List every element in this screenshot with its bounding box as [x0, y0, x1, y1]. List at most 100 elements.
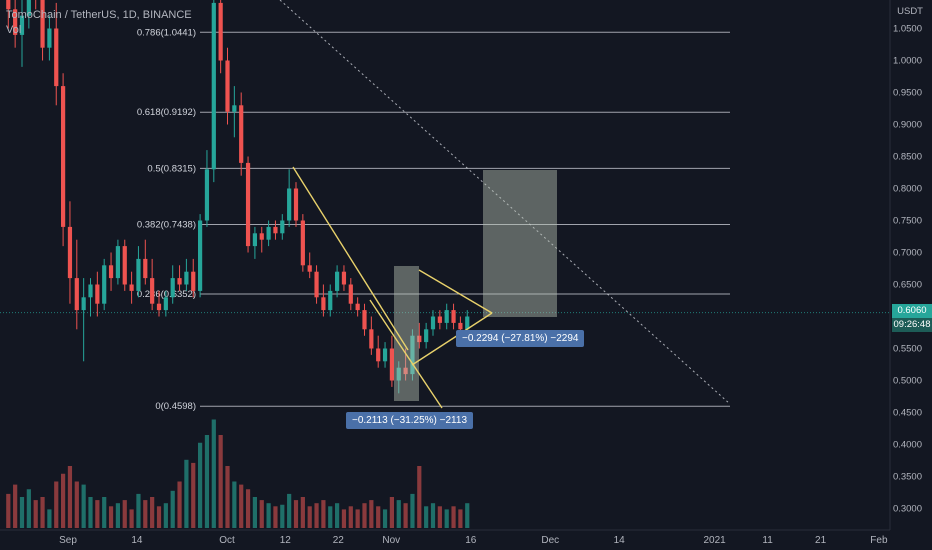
candle-body: [280, 220, 285, 234]
fib-level-label: 0.786(1.0441): [137, 27, 196, 38]
volume-bar: [6, 493, 11, 528]
volume-bar: [280, 504, 285, 528]
candle-body: [122, 246, 127, 285]
time-tick-label: Sep: [59, 535, 77, 546]
candle-body: [115, 246, 120, 279]
trendline-descending-upper: [292, 166, 409, 351]
price-tick-label: 0.5000: [893, 376, 922, 387]
candle-body: [259, 233, 264, 240]
candle-body: [211, 2, 216, 170]
candle-body: [245, 162, 251, 247]
candle-body: [396, 367, 401, 381]
volume-bar: [451, 506, 456, 528]
volume-bar: [136, 493, 141, 528]
candle-body: [163, 297, 168, 311]
symbol-title[interactable]: TomoChain / TetherUS, 1D, BINANCE: [6, 9, 192, 21]
candle-body: [54, 28, 59, 87]
candle-body: [156, 303, 162, 311]
candle-body: [184, 271, 189, 285]
candle-body: [88, 284, 93, 298]
price-tick-label: 1.0500: [893, 24, 922, 35]
time-tick-label: Oct: [219, 535, 235, 546]
volume-bar: [108, 506, 114, 528]
price-tick-label: 0.5500: [893, 344, 922, 355]
volume-bar: [232, 481, 237, 528]
volume-bar: [122, 500, 127, 528]
time-tick-label: 11: [762, 535, 773, 546]
candle-body: [314, 271, 319, 298]
candle-body: [95, 284, 100, 304]
volume-bar: [102, 497, 107, 528]
volume-bar: [88, 497, 93, 528]
fib-level-label: 0(0.4598): [155, 401, 196, 412]
volume-bar: [218, 435, 223, 528]
volume-bar: [191, 462, 196, 528]
candle-body: [81, 297, 86, 311]
volume-label[interactable]: Vol: [6, 24, 22, 36]
candle-body: [13, 9, 18, 35]
volume-bar: [211, 419, 216, 528]
measure-tag-lower[interactable]: −0.2113 (−31.25%) −2113: [346, 412, 473, 429]
candle-body: [458, 322, 463, 330]
price-tick-label: 0.9500: [893, 88, 922, 99]
candle-body: [6, 0, 11, 10]
fib-level-label: 0.618(0.9192): [137, 107, 196, 118]
candle-body: [410, 335, 415, 375]
candle-body: [341, 271, 347, 285]
volume-bar: [376, 506, 381, 528]
candle-body: [204, 169, 210, 221]
volume-bar: [382, 509, 388, 528]
candle-body: [362, 310, 367, 330]
volume-bar: [369, 500, 374, 528]
volume-bar: [19, 497, 25, 528]
candle-body: [102, 265, 107, 304]
price-tick-label: 0.7500: [893, 216, 922, 227]
countdown-tag: 09:26:48: [892, 318, 932, 332]
volume-bar: [204, 435, 210, 528]
candle-body: [19, 15, 25, 35]
time-tick-label: Nov: [382, 535, 400, 546]
candle-body: [403, 367, 408, 375]
candle-body: [293, 188, 299, 221]
volume-bar: [273, 506, 278, 528]
volume-bar: [95, 500, 100, 528]
volume-bar: [389, 497, 394, 528]
candle-body: [150, 278, 155, 304]
volume-bar: [225, 466, 230, 528]
volume-bar: [74, 481, 79, 528]
time-tick-label: 14: [614, 535, 626, 546]
time-tick-label: 2021: [703, 535, 726, 546]
volume-bar: [266, 503, 271, 528]
time-tick-label: 12: [280, 535, 292, 546]
measure-tag-upper[interactable]: −0.2294 (−27.81%) −2294: [456, 330, 585, 347]
price-tick-label: 0.4500: [893, 408, 922, 419]
candle-body: [170, 278, 175, 298]
candle-body: [108, 265, 114, 279]
candle-body: [218, 2, 223, 61]
trendline-descending-lower: [369, 299, 443, 409]
price-tick-label: 0.3000: [893, 504, 922, 515]
diagonal-dotted-trendline: [279, 0, 731, 405]
fib-level-label: 0.236(0.6352): [137, 289, 196, 300]
time-tick-label: 16: [465, 535, 477, 546]
price-tick-label: 0.8000: [893, 184, 922, 195]
price-axis-bg: [890, 0, 932, 550]
candle-body: [328, 290, 333, 311]
volume-bar: [430, 503, 436, 528]
time-tick-label: 14: [131, 535, 143, 546]
price-tick-label: 0.6500: [893, 280, 922, 291]
candle-body: [307, 265, 312, 272]
volume-bar: [458, 509, 463, 528]
triangle-lower-edge: [411, 312, 493, 366]
candle-body: [26, 0, 31, 16]
volume-bar: [177, 481, 182, 528]
volume-bar: [355, 509, 360, 528]
volume-bar: [156, 506, 162, 528]
candle-body: [376, 348, 381, 362]
volume-bar: [33, 500, 38, 528]
candle-body: [321, 297, 326, 311]
volume-bar: [163, 503, 168, 528]
volume-bar: [437, 506, 442, 528]
candle-body: [136, 258, 141, 291]
